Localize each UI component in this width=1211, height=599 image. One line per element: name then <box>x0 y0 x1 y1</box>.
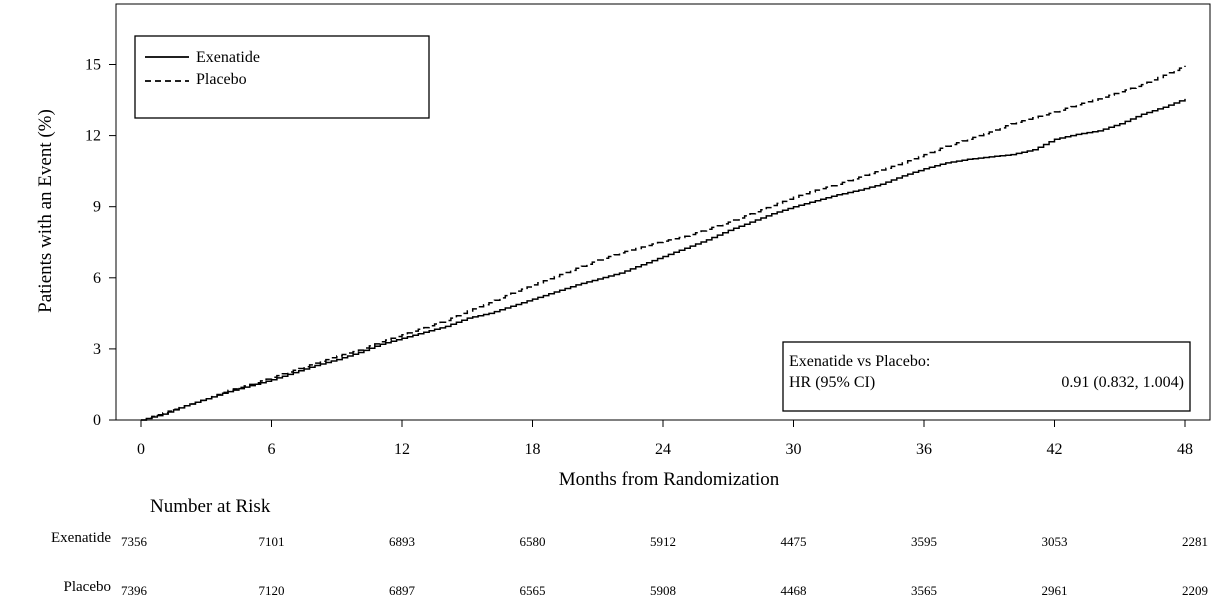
risk-value-placebo-48: 2209 <box>1182 583 1208 598</box>
risk-value-placebo-0: 7396 <box>121 583 148 598</box>
x-tick-label-24: 24 <box>655 441 671 458</box>
series-line-exenatide <box>141 98 1186 421</box>
x-tick-label-42: 42 <box>1047 441 1063 458</box>
y-tick-label-12: 12 <box>85 128 101 145</box>
risk-value-placebo-42: 2961 <box>1042 583 1068 598</box>
series-line-placebo <box>141 65 1186 421</box>
hazard-ratio-value: 0.91 (0.832, 1.004) <box>1061 374 1184 391</box>
x-tick-label-12: 12 <box>394 441 410 458</box>
x-tick-label-48: 48 <box>1177 441 1193 458</box>
risk-value-placebo-24: 5908 <box>650 583 676 598</box>
legend: Exenatide Placebo <box>134 35 430 119</box>
legend-box <box>134 35 430 119</box>
risk-value-exenatide-6: 7101 <box>259 534 285 549</box>
x-axis: 0 6 12 18 24 30 36 42 48 <box>137 420 1193 458</box>
risk-value-placebo-6: 7120 <box>259 583 285 598</box>
x-tick-label-6: 6 <box>268 441 276 458</box>
risk-value-exenatide-24: 5912 <box>650 534 676 549</box>
y-tick-label-15: 15 <box>85 57 101 74</box>
hazard-ratio-frame <box>782 341 1191 412</box>
risk-table-title: Number at Risk <box>150 496 271 517</box>
risk-table: Exenatide 7356 7101 6893 6580 5912 4475 3595 305… <box>51 530 1208 598</box>
risk-value-placebo-30: 4468 <box>781 583 807 598</box>
y-tick-label-6: 6 <box>93 270 101 287</box>
y-tick-label-3: 3 <box>93 341 101 358</box>
risk-value-exenatide-30: 4475 <box>781 534 807 549</box>
x-tick-label-30: 30 <box>786 441 802 458</box>
legend-label-exenatide: Exenatide <box>196 49 260 66</box>
x-tick-label-0: 0 <box>137 441 145 458</box>
risk-row-label-placebo: Placebo <box>64 579 111 595</box>
x-axis-label: Months from Randomization <box>559 469 780 490</box>
hazard-ratio-box: Exenatide vs Placebo: HR (95% CI) 0.91 (… <box>782 341 1191 412</box>
risk-value-placebo-18: 6565 <box>520 583 546 598</box>
series-layer <box>141 65 1186 421</box>
risk-value-placebo-12: 6897 <box>389 583 416 598</box>
risk-value-placebo-36: 3565 <box>911 583 937 598</box>
y-tick-label-0: 0 <box>93 412 101 429</box>
hazard-ratio-label: HR (95% CI) <box>789 374 875 391</box>
y-axis-label: Patients with an Event (%) <box>35 109 56 313</box>
risk-value-exenatide-18: 6580 <box>520 534 546 549</box>
risk-value-exenatide-48: 2281 <box>1182 534 1208 549</box>
risk-value-exenatide-42: 3053 <box>1042 534 1068 549</box>
x-tick-label-18: 18 <box>525 441 541 458</box>
risk-value-exenatide-36: 3595 <box>911 534 937 549</box>
y-axis: 0 3 6 9 12 15 <box>85 57 116 429</box>
y-tick-label-9: 9 <box>93 199 101 216</box>
hazard-ratio-title: Exenatide vs Placebo: <box>789 353 930 370</box>
risk-row-label-exenatide: Exenatide <box>51 530 111 546</box>
x-tick-label-36: 36 <box>916 441 932 458</box>
risk-value-exenatide-0: 7356 <box>121 534 148 549</box>
risk-value-exenatide-12: 6893 <box>389 534 415 549</box>
legend-label-placebo: Placebo <box>196 71 247 88</box>
